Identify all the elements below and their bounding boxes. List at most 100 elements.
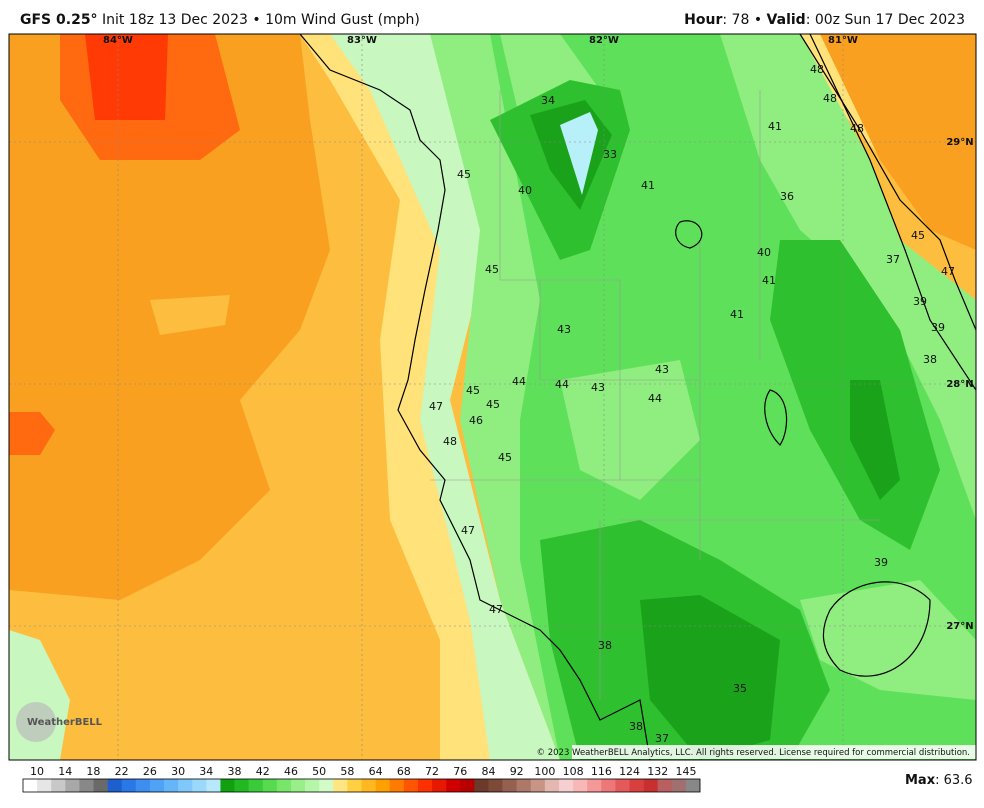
colorbar-tick-label: 42 (256, 765, 270, 778)
value-label: 46 (469, 414, 483, 427)
logo-text: WeatherBELL (27, 717, 103, 728)
colorbar-cell (248, 779, 264, 792)
value-label: 43 (655, 363, 669, 376)
colorbar-cell (601, 779, 616, 792)
logo: WeatherBELL (16, 702, 103, 742)
colorbar-frame (22, 778, 701, 793)
colorbar-cell (389, 779, 405, 792)
value-label: 39 (913, 295, 927, 308)
lat-label: 29°N (946, 137, 973, 148)
max-value: 63.6 (944, 773, 973, 788)
value-label: 34 (541, 94, 555, 107)
colorbar-tick-label: 26 (143, 765, 157, 778)
colorbar-tick-label: 22 (115, 765, 129, 778)
value-label: 47 (941, 265, 955, 278)
value-label: 39 (874, 556, 888, 569)
colorbar-cell (558, 779, 574, 792)
value-label: 37 (655, 732, 669, 745)
colorbar-cell (643, 779, 658, 792)
colorbar-tick-label: 76 (453, 765, 467, 778)
colorbar-tick-label: 30 (171, 765, 185, 778)
colorbar-tick-label: 58 (340, 765, 354, 778)
value-label: 48 (823, 92, 837, 105)
colorbar-tick-label: 124 (619, 765, 640, 778)
value-label: 35 (733, 682, 747, 695)
lat-label: 28°N (946, 379, 973, 390)
value-label: 45 (498, 451, 512, 464)
lat-label: 27°N (946, 621, 973, 632)
colorbar-cell (347, 779, 362, 792)
colorbar-cell (178, 779, 193, 792)
graticule (9, 34, 976, 760)
field: 10m Wind Gust (mph) (265, 12, 420, 28)
colorbar-cell (93, 779, 108, 792)
colorbar-cell (403, 779, 419, 792)
colorbar-cell (333, 779, 348, 792)
value-label: 44 (512, 375, 526, 388)
colorbar-cell (502, 779, 517, 792)
hour-label: Hour (684, 12, 723, 28)
header-left: GFS 0.25° Init 18z 13 Dec 2023 • 10m Win… (20, 12, 420, 28)
colorbar-cell (305, 779, 320, 792)
colorbar-tick-label: 50 (312, 765, 326, 778)
value-label: 33 (603, 148, 617, 161)
colorbar-cell (51, 779, 66, 792)
colorbar-cell (79, 779, 94, 792)
lon-label: 84°W (103, 35, 133, 46)
colorbar-cell (685, 779, 701, 792)
colorbar-tick-label: 100 (534, 765, 555, 778)
colorbar-tick-label: 132 (647, 765, 668, 778)
lon-label: 81°W (828, 35, 858, 46)
colorbar-cell (65, 779, 80, 792)
value-label: 44 (555, 378, 569, 391)
colorbar-tick-label: 92 (510, 765, 524, 778)
colorbar-cell (319, 779, 334, 792)
value-label: 41 (730, 308, 744, 321)
value-label: 45 (485, 263, 499, 276)
colorbar-cell (262, 779, 278, 792)
colorbar-cell (629, 779, 644, 792)
colorbar-cell (544, 779, 560, 792)
colorbar-cell (234, 779, 249, 792)
coastline (299, 33, 977, 761)
max-label: Max (905, 773, 936, 788)
colorbar-cell (615, 779, 630, 792)
valid-label: Valid (766, 12, 806, 28)
colorbar-tick-label: 72 (425, 765, 439, 778)
colorbar-tick-label: 145 (676, 765, 697, 778)
colorbar-cell (290, 779, 306, 792)
lon-label: 83°W (347, 35, 377, 46)
value-label: 47 (461, 524, 475, 537)
colorbar-cell (446, 779, 461, 792)
model: GFS 0.25° (20, 12, 98, 28)
colorbar-tick-label: 34 (199, 765, 213, 778)
colorbar-tick-label: 10 (30, 765, 44, 778)
colorbar-tick-label: 38 (228, 765, 242, 778)
value-label: 43 (591, 381, 605, 394)
colorbar-cell (417, 779, 433, 792)
colorbar-cell (530, 779, 546, 792)
value-label: 39 (931, 321, 945, 334)
value-label: 48 (850, 122, 864, 135)
colorbar-cell (121, 779, 137, 792)
value-label: 38 (923, 353, 937, 366)
value-label: 48 (810, 63, 824, 76)
colorbar-cell (164, 779, 179, 792)
colorbar-cell (361, 779, 376, 792)
colorbar-cell (23, 779, 38, 792)
value-label: 45 (466, 384, 480, 397)
colorbar-cell (587, 779, 602, 792)
colorbar-tick-label: 46 (284, 765, 298, 778)
value-label: 36 (780, 190, 794, 203)
value-label: 41 (768, 120, 782, 133)
colorbar-cell (516, 779, 532, 792)
value-label: 48 (443, 435, 457, 448)
value-label: 41 (762, 274, 776, 287)
colorbar-cell (149, 779, 165, 792)
colorbar-cell (657, 779, 673, 792)
colorbar-tick-label: 116 (591, 765, 612, 778)
colorbar-cell (206, 779, 221, 792)
value-label: 41 (641, 179, 655, 192)
